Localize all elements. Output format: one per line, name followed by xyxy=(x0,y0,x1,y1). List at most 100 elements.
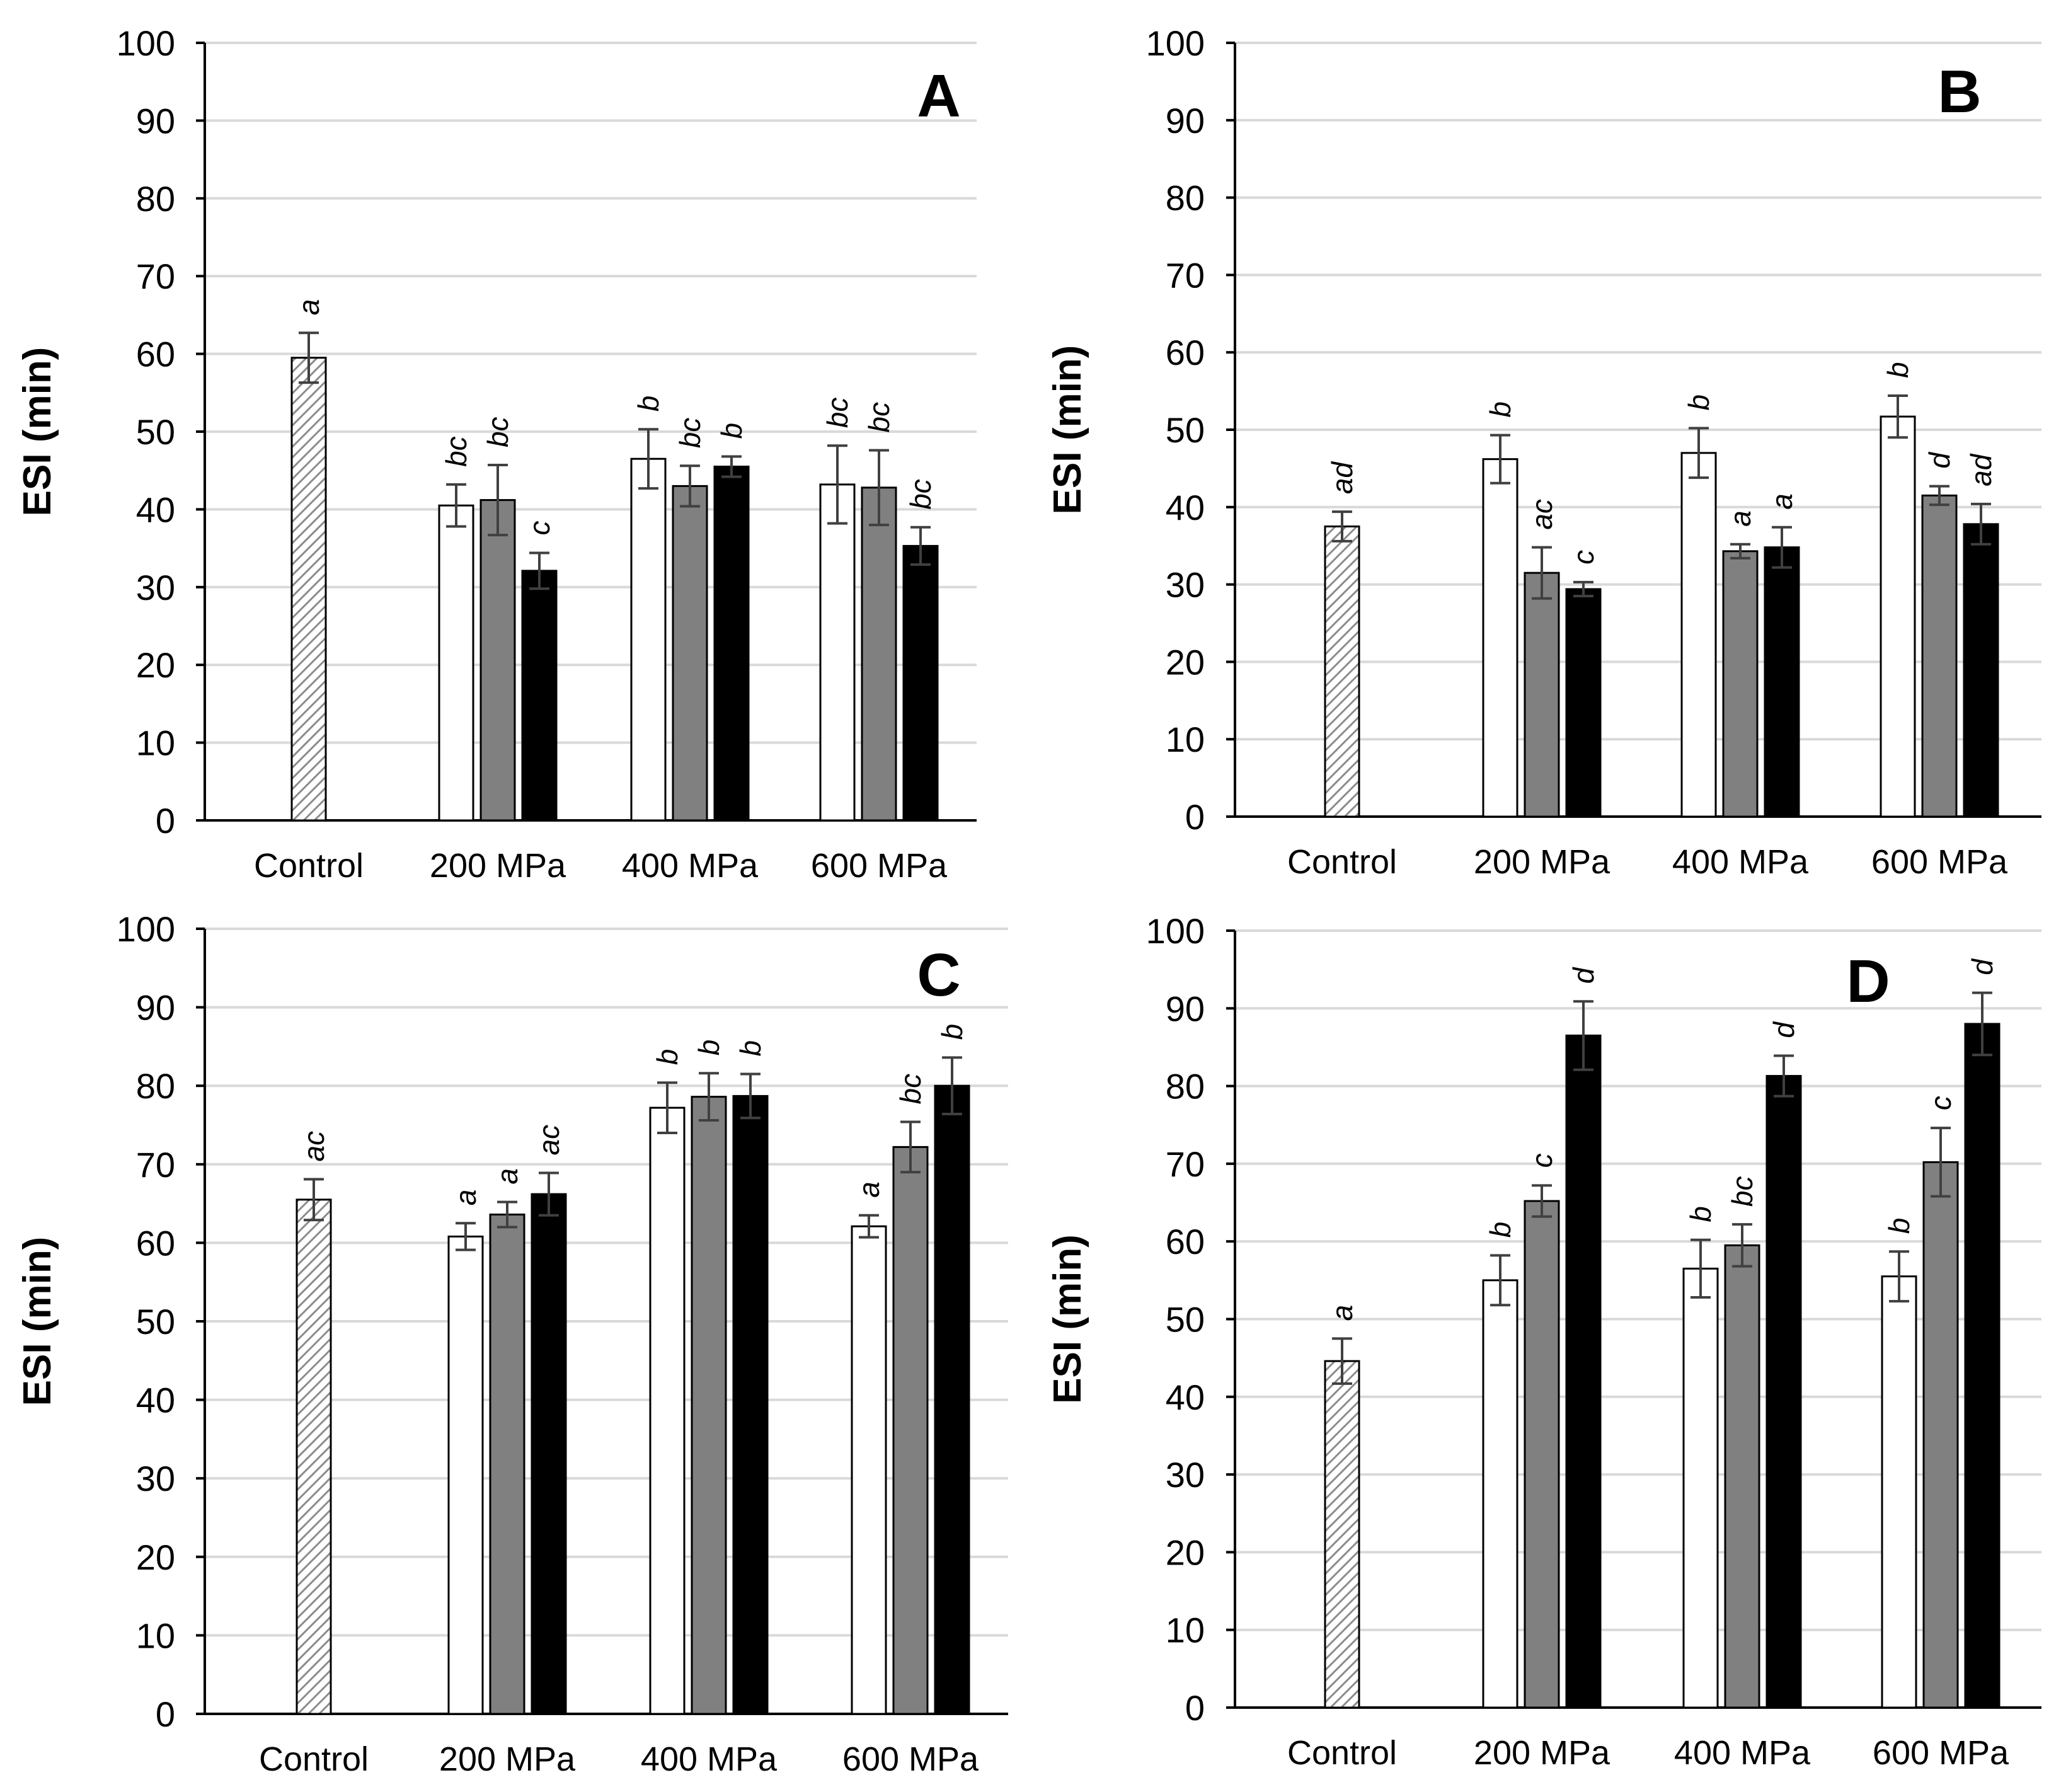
y-tick-label: 10 xyxy=(136,723,175,763)
bar xyxy=(934,1084,970,1715)
significance-label: bc xyxy=(821,398,854,428)
bar xyxy=(1680,452,1717,818)
bar xyxy=(531,1193,567,1715)
significance-label: c xyxy=(1924,1096,1957,1110)
y-tick-label: 40 xyxy=(1166,1377,1205,1417)
significance-label: a xyxy=(1765,493,1798,510)
bar xyxy=(1964,1023,2001,1709)
y-tick-label: 60 xyxy=(136,335,175,374)
significance-label: c xyxy=(1567,550,1600,565)
bar xyxy=(892,1146,929,1715)
significance-label: bc xyxy=(1726,1176,1759,1207)
significance-label: a xyxy=(491,1168,524,1185)
y-tick-label: 80 xyxy=(1166,178,1205,218)
bar xyxy=(1881,1275,1917,1709)
x-tick-label: 400 MPa xyxy=(641,1740,778,1778)
bar xyxy=(489,1214,525,1715)
y-tick-label: 70 xyxy=(136,1145,175,1185)
y-axis-label: ESI (min) xyxy=(1046,1234,1089,1404)
y-tick-label: 50 xyxy=(1166,410,1205,450)
significance-label: b xyxy=(1883,1218,1915,1234)
x-tick-label: 400 MPa xyxy=(1674,1734,1811,1772)
y-tick-label: 60 xyxy=(136,1223,175,1263)
x-tick-label: Control xyxy=(1287,843,1397,881)
significance-label: a xyxy=(449,1190,482,1206)
y-tick-label: 20 xyxy=(1166,1532,1205,1572)
significance-label: a xyxy=(853,1181,885,1198)
significance-label: b xyxy=(651,1049,684,1065)
significance-label: b xyxy=(632,396,665,412)
bar xyxy=(630,457,667,822)
bar xyxy=(819,483,856,822)
bar xyxy=(447,1235,484,1715)
panel-label: D xyxy=(1846,948,1890,1015)
y-tick-label: 10 xyxy=(1166,1611,1205,1650)
y-tick-label: 60 xyxy=(1166,1222,1205,1261)
x-tick-label: 400 MPa xyxy=(622,847,759,885)
bar xyxy=(851,1225,887,1715)
panel-label: C xyxy=(917,941,960,1009)
significance-label: bc xyxy=(440,436,473,467)
bar xyxy=(1764,546,1800,818)
y-axis-label: ESI (min) xyxy=(16,347,59,517)
y-tick-label: 40 xyxy=(1166,488,1205,527)
y-tick-label: 70 xyxy=(1166,1144,1205,1184)
x-tick-label: Control xyxy=(254,847,364,885)
significance-label: ac xyxy=(1525,499,1558,530)
y-tick-label: 90 xyxy=(136,988,175,1028)
bar xyxy=(672,485,708,822)
y-axis-label: ESI (min) xyxy=(1046,345,1089,515)
bar xyxy=(691,1096,727,1715)
y-tick-label: 70 xyxy=(136,256,175,296)
significance-label: a xyxy=(1326,1305,1358,1321)
y-tick-label: 90 xyxy=(1166,989,1205,1028)
x-tick-label: 400 MPa xyxy=(1672,843,1809,881)
x-tick-label: 600 MPa xyxy=(842,1740,979,1778)
bar xyxy=(1922,1161,1959,1709)
significance-label: b xyxy=(692,1040,725,1056)
y-tick-label: 100 xyxy=(117,909,175,949)
x-tick-label: 200 MPa xyxy=(1474,843,1610,881)
significance-label: c xyxy=(1525,1153,1558,1168)
bar xyxy=(1880,415,1916,818)
significance-label: a xyxy=(292,299,325,316)
y-tick-label: 20 xyxy=(1166,642,1205,682)
bar xyxy=(1524,571,1560,818)
bar xyxy=(1724,1244,1760,1709)
y-tick-label: 10 xyxy=(136,1616,175,1655)
significance-label: b xyxy=(715,423,748,439)
significance-label: b xyxy=(936,1024,968,1040)
significance-label: b xyxy=(1881,362,1914,378)
y-tick-label: 50 xyxy=(136,412,175,452)
bar xyxy=(1963,523,1999,818)
significance-label: b xyxy=(1682,394,1715,411)
y-tick-label: 10 xyxy=(1166,720,1205,759)
y-tick-label: 30 xyxy=(136,568,175,607)
bar xyxy=(1765,1075,1802,1709)
bar xyxy=(1565,1034,1602,1709)
y-tick-label: 0 xyxy=(1185,1688,1205,1728)
y-tick-label: 100 xyxy=(1146,911,1205,951)
significance-label: bc xyxy=(904,479,937,510)
panel-label: B xyxy=(1938,58,1981,125)
y-tick-label: 90 xyxy=(1166,101,1205,141)
x-tick-label: Control xyxy=(259,1740,369,1778)
significance-label: b xyxy=(1484,1222,1517,1238)
y-tick-label: 80 xyxy=(136,179,175,219)
panel-label: A xyxy=(917,62,960,130)
y-tick-label: 0 xyxy=(156,1694,175,1734)
chart-panel-b: 0 10 20 30 40 50 60 70 80 90 100 ESI (min) Control 20… xyxy=(1046,23,2041,881)
y-tick-label: 50 xyxy=(136,1302,175,1341)
chart-panel-d: 0 10 20 30 40 50 60 70 80 90 100 ESI (min) Control 20… xyxy=(1046,911,2041,1772)
y-tick-label: 70 xyxy=(1166,255,1205,295)
y-tick-label: 0 xyxy=(1185,797,1205,837)
y-tick-label: 30 xyxy=(1166,565,1205,605)
significance-label: d xyxy=(1966,958,1999,975)
bar xyxy=(1324,1360,1360,1709)
significance-label: b xyxy=(1684,1206,1717,1222)
y-tick-label: 50 xyxy=(1166,1300,1205,1340)
y-tick-label: 40 xyxy=(136,490,175,529)
significance-label: c xyxy=(523,521,556,536)
bar xyxy=(438,504,474,822)
